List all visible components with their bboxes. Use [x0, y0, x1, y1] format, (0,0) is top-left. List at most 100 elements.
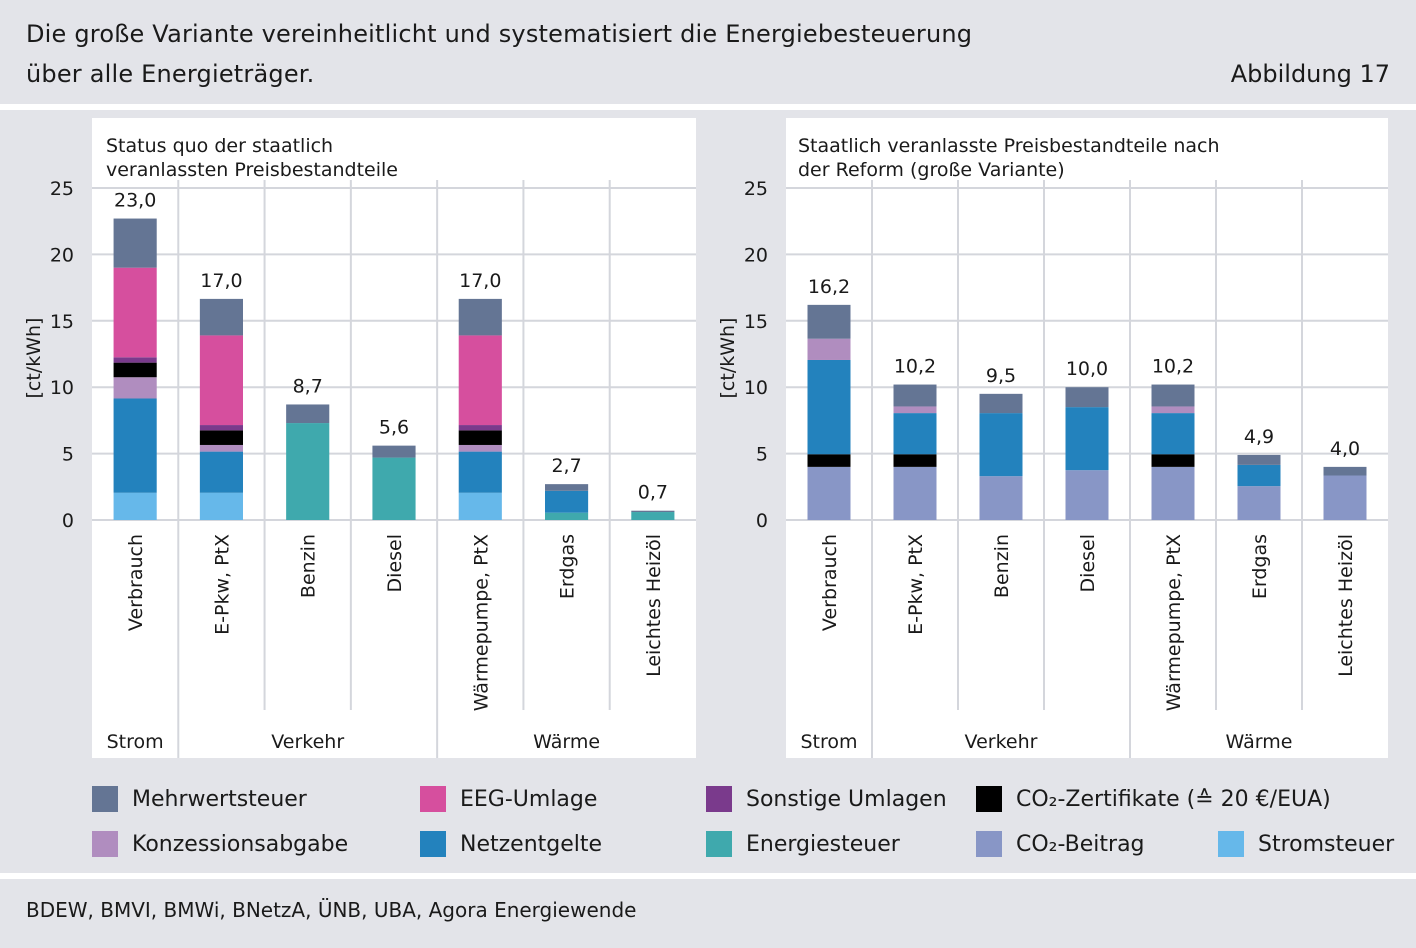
bar-segment-stromsteuer: [199, 492, 243, 520]
chart-title-line-1: Staatlich veranlasste Preisbestandteile …: [798, 135, 1220, 157]
source-note: BDEW, BMVI, BMWi, BNetzA, ÜNB, UBA, Agor…: [26, 898, 637, 922]
bar-segment-mehrwertsteuer: [545, 484, 589, 491]
bar-segment-co2-beitrag: [1151, 466, 1195, 520]
chart-title-box: [786, 128, 1388, 186]
y-tick-label: 5: [756, 444, 768, 466]
bar-segment-mehrwertsteuer: [372, 445, 416, 458]
legend-swatch: [420, 786, 446, 812]
y-tick-label: 0: [62, 510, 74, 532]
category-label: Erdgas: [1249, 534, 1271, 599]
category-label: Benzin: [298, 534, 320, 598]
bar-total-label: 10,0: [1066, 358, 1108, 380]
figure-title-line-2: über alle Energieträger.: [26, 60, 315, 88]
bar-segment-mehrwertsteuer: [1237, 454, 1281, 465]
legend-swatch: [706, 831, 732, 857]
y-axis-label: [ct/kWh]: [717, 318, 739, 399]
header-divider: [0, 104, 1416, 110]
legend-item: Stromsteuer: [1218, 831, 1394, 857]
bar-segment-co2-zertifikate: [1151, 454, 1195, 467]
legend-item: Mehrwertsteuer: [92, 786, 307, 812]
y-tick-label: 10: [50, 377, 74, 399]
bar-segment-co2-beitrag: [1065, 470, 1109, 520]
bar-segment-eeg-umlage: [113, 267, 157, 358]
category-label: Verbrauch: [125, 534, 147, 631]
bar-segment-co2-beitrag: [1237, 486, 1281, 520]
chart-title-box: [92, 128, 696, 186]
bar-segment-mehrwertsteuer: [893, 384, 937, 407]
bar-segment-energiesteuer: [286, 423, 330, 520]
bar-segment-netzentgelte: [1151, 413, 1195, 455]
y-tick-label: 25: [744, 178, 768, 200]
bar-segment-co2-zertifikate: [458, 430, 502, 445]
bar-segment-mehrwertsteuer: [807, 304, 851, 339]
bar-total-label: 10,2: [894, 356, 936, 378]
bar-segment-konzessionsabgabe: [807, 338, 851, 360]
bar-segment-mehrwertsteuer: [631, 510, 675, 513]
y-tick-label: 0: [756, 510, 768, 532]
bar-segment-eeg-umlage: [199, 335, 243, 426]
bar-segment-netzentgelte: [113, 398, 157, 493]
bar-segment-co2-beitrag: [807, 466, 851, 520]
y-tick-label: 10: [744, 377, 768, 399]
bar-segment-konzessionsabgabe: [458, 444, 502, 452]
bar-segment-co2-beitrag: [1323, 475, 1367, 520]
group-label: Strom: [107, 731, 164, 753]
chart-title-line-1: Status quo der staatlich: [106, 135, 333, 157]
category-label: Diesel: [384, 534, 406, 592]
bar-segment-netzentgelte: [458, 451, 502, 493]
bar-segment-sonstige-umlagen: [199, 425, 243, 431]
category-label: E-Pkw, PtX: [905, 534, 927, 635]
legend-swatch: [1218, 831, 1244, 857]
legend-label: Sonstige Umlagen: [746, 786, 947, 812]
bar-total-label: 17,0: [459, 270, 501, 292]
bar-segment-konzessionsabgabe: [113, 377, 157, 399]
bar-total-label: 2,7: [551, 455, 581, 477]
legend-item: Sonstige Umlagen: [706, 786, 947, 812]
bar-total-label: 8,7: [293, 375, 323, 397]
bar-segment-co2-zertifikate: [199, 430, 243, 445]
legend-label: Netzentgelte: [460, 831, 603, 857]
category-label: Verbrauch: [819, 534, 841, 631]
bar-total-label: 4,9: [1244, 426, 1274, 448]
bar-segment-mehrwertsteuer: [1323, 466, 1367, 476]
bar-segment-co2-zertifikate: [807, 454, 851, 467]
bar-segment-eeg-umlage: [458, 335, 502, 426]
legend-item: EEG-Umlage: [420, 786, 597, 812]
legend-swatch: [420, 831, 446, 857]
bar-segment-stromsteuer: [458, 492, 502, 520]
legend-item: CO₂-Zertifikate (≙ 20 €/EUA): [976, 786, 1331, 812]
bar-segment-sonstige-umlagen: [458, 425, 502, 431]
category-label: Leichtes Heizöl: [1335, 534, 1357, 677]
y-tick-label: 20: [50, 244, 74, 266]
bar-total-label: 17,0: [200, 270, 242, 292]
legend-swatch: [92, 786, 118, 812]
bar-segment-netzentgelte: [979, 413, 1023, 477]
category-label: E-Pkw, PtX: [211, 534, 233, 635]
category-label: Wärmepumpe, PtX: [470, 534, 492, 711]
chart-panel-2: Staatlich veranlasste Preisbestandteile …: [717, 118, 1388, 758]
footer-divider: [0, 873, 1416, 879]
bar-segment-netzentgelte: [1065, 407, 1109, 471]
chart-title-line-2: der Reform (große Variante): [798, 159, 1065, 181]
bar-segment-sonstige-umlagen: [113, 357, 157, 363]
bar-segment-mehrwertsteuer: [458, 298, 502, 336]
legend-swatch: [976, 786, 1002, 812]
bar-segment-co2-zertifikate: [893, 454, 937, 467]
bar-segment-konzessionsabgabe: [1151, 406, 1195, 414]
legend-swatch: [92, 831, 118, 857]
header: Die große Variante vereinheitlicht und s…: [0, 0, 1416, 104]
bar-segment-energiesteuer: [545, 512, 589, 520]
category-label: Wärmepumpe, PtX: [1163, 534, 1185, 711]
y-axis-label: [ct/kWh]: [23, 318, 45, 399]
category-label: Leichtes Heizöl: [643, 534, 665, 677]
figure-title-line-1: Die große Variante vereinheitlicht und s…: [26, 20, 973, 48]
legend-label: Konzessionsabgabe: [132, 831, 349, 857]
bar-segment-energiesteuer: [631, 512, 675, 520]
bar-segment-mehrwertsteuer: [199, 298, 243, 336]
bar-segment-energiesteuer: [372, 457, 416, 520]
bar-segment-konzessionsabgabe: [893, 406, 937, 414]
legend-item: Netzentgelte: [420, 831, 602, 857]
bar-segment-mehrwertsteuer: [286, 404, 330, 424]
